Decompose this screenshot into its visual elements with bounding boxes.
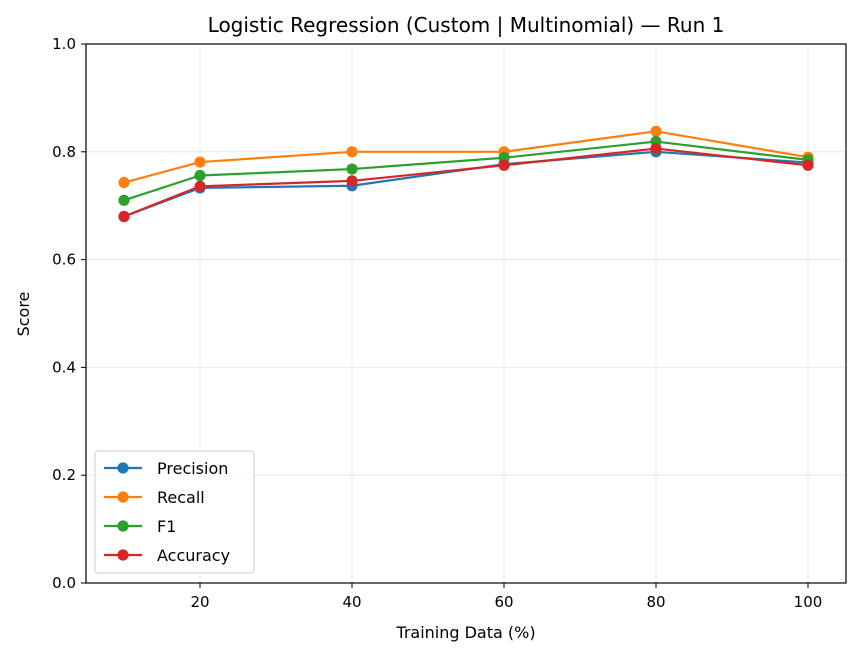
legend: Precision Recall F1 Accuracy xyxy=(94,450,255,574)
f1-line xyxy=(123,140,809,202)
accuracy-point xyxy=(650,142,662,155)
legend-item-accuracy: Accuracy xyxy=(104,546,230,565)
recall-point xyxy=(346,146,358,158)
legend-marker xyxy=(117,549,129,561)
legend-marker xyxy=(117,462,129,474)
accuracy-point xyxy=(498,159,510,171)
accuracy-line xyxy=(123,147,809,218)
f1-point xyxy=(118,194,130,206)
series-layer xyxy=(118,125,814,223)
y-tick-label: 0.4 xyxy=(52,358,76,376)
y-tick-label: 0.6 xyxy=(52,251,76,269)
accuracy-point xyxy=(346,175,358,187)
x-tick-label: 20 xyxy=(190,593,209,611)
recall-line xyxy=(123,130,809,184)
chart-title: Logistic Regression (Custom | Multinomia… xyxy=(208,13,725,37)
y-tick-label: 0.2 xyxy=(52,466,76,484)
series-recall xyxy=(118,125,814,189)
accuracy-point xyxy=(802,159,814,171)
ticks: 20 40 60 80 100 0.0 0.2 0.4 0.6 0.8 1.0 xyxy=(52,35,822,611)
f1-point xyxy=(346,163,358,175)
legend-item-recall: Recall xyxy=(104,488,205,507)
legend-label: Precision xyxy=(157,459,228,478)
legend-marker xyxy=(117,491,129,503)
legend-label: Accuracy xyxy=(157,546,230,565)
legend-item-precision: Precision xyxy=(104,459,228,478)
legend-label: Recall xyxy=(157,488,205,507)
y-axis-label: Score xyxy=(14,292,33,337)
x-tick-label: 40 xyxy=(342,593,361,611)
precision-line xyxy=(123,150,809,218)
legend-marker xyxy=(117,520,129,532)
recall-point xyxy=(650,125,662,137)
y-tick-label: 0.0 xyxy=(52,574,76,592)
plot-frame xyxy=(85,43,847,584)
x-tick-label: 100 xyxy=(794,593,823,611)
legend-label: F1 xyxy=(157,517,176,536)
recall-point xyxy=(194,156,206,168)
x-axis-label: Training Data (%) xyxy=(395,623,535,642)
legend-item-f1: F1 xyxy=(104,517,176,536)
x-tick-label: 80 xyxy=(646,593,665,611)
series-accuracy xyxy=(118,142,814,223)
y-tick-label: 1.0 xyxy=(52,35,76,53)
legend-box xyxy=(94,450,255,574)
f1-point xyxy=(194,169,206,182)
accuracy-point xyxy=(194,180,206,192)
accuracy-point xyxy=(118,210,130,223)
y-tick-label: 0.8 xyxy=(52,143,76,161)
x-tick-label: 60 xyxy=(494,593,513,611)
recall-point xyxy=(118,176,130,189)
